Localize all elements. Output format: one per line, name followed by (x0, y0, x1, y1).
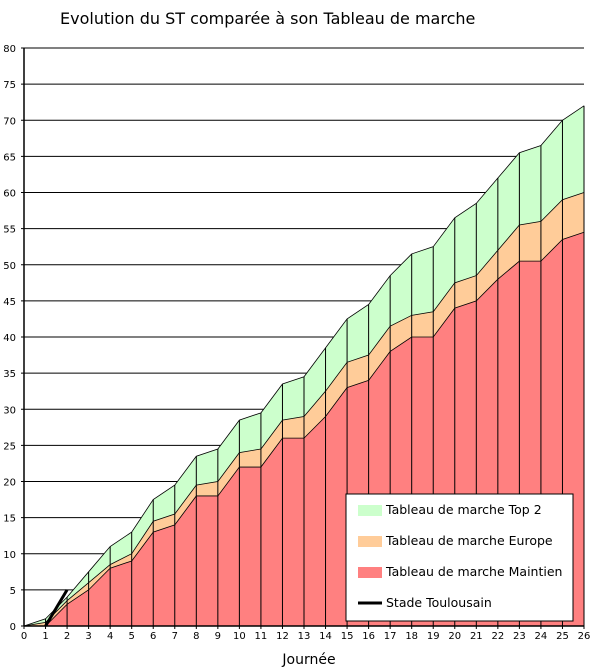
y-axis-ticks: 0 5 10 15 20 25 30 35 40 45 50 55 60 65 70 75 80 (3, 44, 24, 633)
x-tick-label-26: 26 (578, 631, 591, 642)
y-tick-label-10: 10 (3, 550, 16, 561)
area-outline-0 (23, 105, 585, 627)
x-tick-label-12: 12 (276, 631, 289, 642)
line-series (44, 589, 69, 627)
line-series-0 (44, 589, 69, 627)
x-tick-label-13: 13 (298, 631, 311, 642)
x-tick-label-17: 17 (384, 631, 397, 642)
x-tick-label-8: 8 (193, 631, 199, 642)
x-tick-label-16: 16 (362, 631, 375, 642)
x-tick-label-23: 23 (513, 631, 526, 642)
legend-label-2: Tableau de marche Maintien (385, 564, 562, 579)
legend-swatch-0 (358, 505, 382, 516)
y-tick-label-5: 5 (10, 586, 16, 597)
x-tick-label-9: 9 (215, 631, 221, 642)
legend-label-0: Tableau de marche Top 2 (385, 502, 542, 517)
x-tick-label-14: 14 (319, 631, 332, 642)
x-tick-label-4: 4 (107, 631, 113, 642)
y-tick-label-25: 25 (3, 441, 16, 452)
x-tick-label-25: 25 (556, 631, 569, 642)
x-tick-label-11: 11 (255, 631, 268, 642)
x-tick-label-10: 10 (233, 631, 246, 642)
x-tick-label-18: 18 (405, 631, 418, 642)
y-tick-label-40: 40 (3, 333, 16, 344)
x-tick-label-1: 1 (42, 631, 48, 642)
y-tick-label-55: 55 (3, 225, 16, 236)
x-tick-label-24: 24 (535, 631, 548, 642)
y-tick-label-20: 20 (3, 478, 16, 489)
legend-swatch-2 (358, 567, 382, 578)
x-tick-label-6: 6 (150, 631, 156, 642)
x-tick-label-5: 5 (129, 631, 135, 642)
x-tick-label-22: 22 (491, 631, 504, 642)
x-tick-label-2: 2 (64, 631, 70, 642)
x-tick-label-3: 3 (85, 631, 91, 642)
x-tick-label-7: 7 (172, 631, 178, 642)
y-tick-label-45: 45 (3, 297, 16, 308)
y-tick-label-15: 15 (3, 514, 16, 525)
legend-label-1: Tableau de marche Europe (385, 533, 553, 548)
chart-title: Evolution du ST comparée à son Tableau d… (60, 9, 475, 28)
y-tick-label-30: 30 (3, 405, 16, 416)
x-axis-label: Journée (281, 652, 335, 668)
legend-label-3: Stade Toulousain (386, 595, 492, 610)
y-tick-label-35: 35 (3, 369, 16, 380)
y-tick-label-80: 80 (3, 44, 16, 55)
y-tick-label-0: 0 (10, 622, 16, 633)
y-tick-label-65: 65 (3, 152, 16, 163)
x-tick-label-19: 19 (427, 631, 440, 642)
legend-box (345, 493, 574, 622)
x-tick-label-0: 0 (21, 631, 27, 642)
legend-swatch-1 (358, 536, 382, 547)
y-tick-label-75: 75 (3, 80, 16, 91)
legend: Tableau de marche Top 2 Tableau de marche… (345, 493, 574, 622)
y-tick-label-70: 70 (3, 116, 16, 127)
y-tick-label-50: 50 (3, 261, 16, 272)
y-tick-label-60: 60 (3, 189, 16, 200)
x-axis-ticks: 0 1 2 3 4 5 6 7 8 9 10 11 12 13 14 15 16 17 18 19 20 21 22 23 24… (21, 626, 591, 642)
x-tick-label-21: 21 (470, 631, 483, 642)
day-separators (45, 105, 585, 626)
x-tick-label-15: 15 (341, 631, 354, 642)
x-tick-label-20: 20 (448, 631, 461, 642)
